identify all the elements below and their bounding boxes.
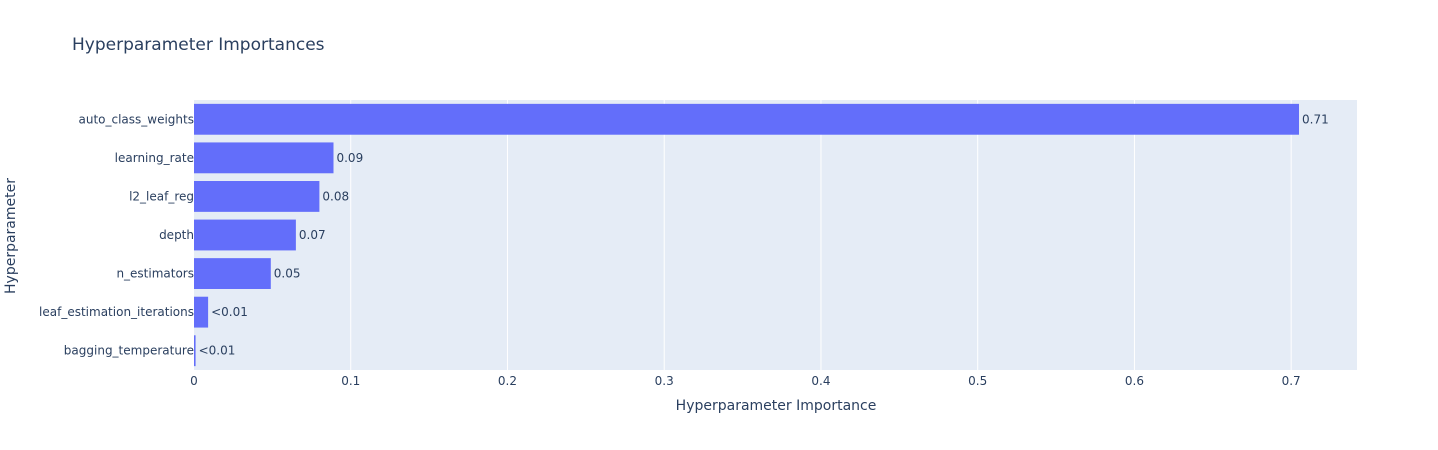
bar-data-label: 0.05 [274,267,301,281]
y-axis-title: Hyperparameter [3,178,19,294]
y-tick-label: l2_leaf_reg [129,189,194,203]
x-tick-label: 0.7 [1282,374,1301,388]
bar-data-label: 0.09 [336,151,363,165]
bar-labels: 0.71 0.09 0.08 0.07 0.05 <0.01 <0.01 [199,112,1329,357]
gridlines [350,100,1292,370]
x-tick-label: 0.6 [1125,374,1144,388]
bar-data-label: <0.01 [211,305,248,319]
bar-data-label: 0.71 [1302,112,1329,126]
x-axis-title: Hyperparameter Importance [676,398,877,414]
bar [194,219,296,251]
bar [194,335,196,367]
y-tick-label: depth [159,228,194,242]
x-tick-labels: 0 0.1 0.2 0.3 0.4 0.5 0.6 0.7 [190,374,1301,388]
x-tick-label: 0.3 [655,374,674,388]
y-tick-label: leaf_estimation_iterations [39,305,194,319]
x-tick-label: 0.2 [498,374,517,388]
bar [194,258,271,289]
plot-background [194,100,1357,370]
y-tick-label: n_estimators [116,267,194,281]
bar [194,103,1300,135]
bar [194,142,334,174]
y-tick-label: auto_class_weights [78,112,194,126]
x-tick-label: 0.4 [811,374,830,388]
bar [194,296,209,328]
chart-title: Hyperparameter Importances [72,35,325,55]
bar-data-label: 0.08 [322,189,349,203]
bar-data-label: 0.07 [299,228,326,242]
x-tick-label: 0.5 [968,374,987,388]
bars [194,103,1300,367]
y-tick-label: learning_rate [115,151,194,165]
x-tick-label: 0.1 [341,374,360,388]
x-tick-label: 0 [190,374,198,388]
y-tick-labels: auto_class_weights learning_rate l2_leaf_r… [39,112,194,357]
bar-data-label: <0.01 [199,344,236,358]
bar [194,181,320,212]
y-tick-label: bagging_temperature [64,344,194,358]
